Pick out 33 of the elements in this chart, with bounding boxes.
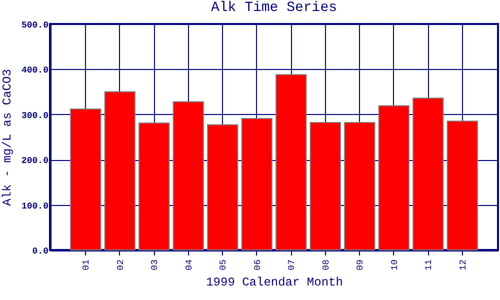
- bar: [70, 108, 102, 250]
- bar: [310, 122, 341, 250]
- x-tick-label: 06: [252, 260, 263, 270]
- bar: [241, 118, 272, 250]
- y-tick-label: 500.0: [21, 20, 48, 30]
- x-tick-label: 02: [116, 260, 126, 270]
- x-axis-title: 1999 Calendar Month: [206, 275, 343, 290]
- y-tick-label: 0.0: [32, 246, 48, 256]
- x-tick-label: 07: [287, 260, 298, 270]
- y-axis-title: Alk - mg/L as CaCO3: [0, 69, 14, 206]
- bar: [344, 122, 376, 250]
- bar: [207, 124, 238, 250]
- bar: [276, 74, 307, 250]
- x-tick-label: 12: [458, 260, 468, 270]
- y-tick-label: 100.0: [21, 201, 48, 212]
- chart-title: Alk Time Series: [210, 0, 338, 16]
- bar: [378, 105, 410, 250]
- x-tick-label: 10: [390, 260, 400, 270]
- bar: [104, 91, 136, 250]
- x-tick-label: 09: [356, 260, 366, 270]
- x-tick-label: 11: [424, 260, 434, 270]
- y-tick-label: 300.0: [21, 110, 48, 121]
- y-tick-label: 400.0: [21, 66, 48, 76]
- bar: [138, 122, 170, 250]
- x-tick-label: 01: [82, 260, 92, 270]
- x-tick-label: 05: [218, 260, 229, 270]
- bar: [446, 120, 478, 250]
- x-tick-label: 04: [184, 260, 194, 270]
- bar: [172, 101, 204, 250]
- bar: [412, 98, 444, 250]
- x-tick-label: 08: [321, 260, 332, 270]
- y-tick-label: 200.0: [21, 156, 48, 166]
- x-tick-label: 03: [150, 260, 160, 270]
